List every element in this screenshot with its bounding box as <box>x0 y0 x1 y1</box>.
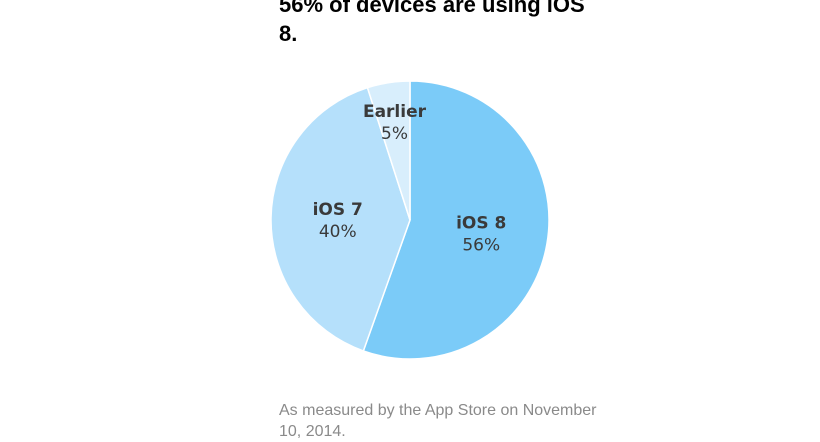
slice-label-ios-8: iOS 8 <box>456 213 506 233</box>
pie-slices <box>270 80 550 360</box>
slice-label-earlier: Earlier <box>363 102 427 122</box>
pie-slice-earlier <box>366 80 411 221</box>
slice-label-ios-7: iOS 7 <box>313 200 363 220</box>
chart-title: 56% of devices are using iOS 8. <box>279 0 585 46</box>
pie-slice-ios-8 <box>362 80 550 360</box>
slice-value-earlier: 5% <box>381 124 408 144</box>
chart-footnote: As measured by the App Store on November… <box>279 402 597 440</box>
pie-slice-ios-7 <box>270 86 411 352</box>
slice-value-ios-8: 56% <box>462 235 500 255</box>
slice-value-ios-7: 40% <box>319 222 357 242</box>
